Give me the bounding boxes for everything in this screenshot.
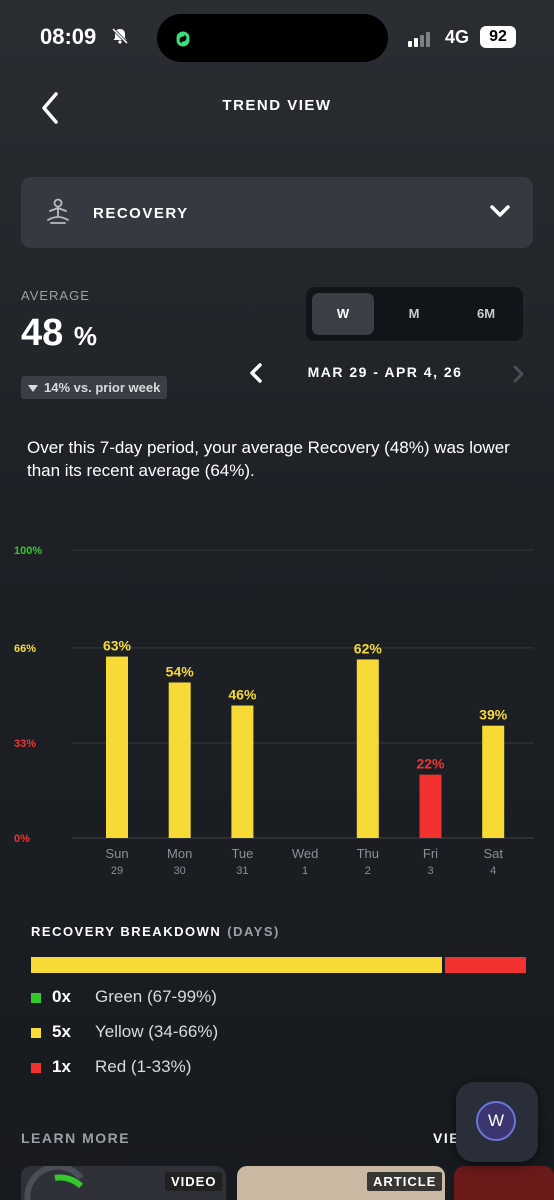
learn-more-title: LEARN MORE [21, 1130, 131, 1146]
x-tick-date: 29 [111, 865, 123, 877]
metric-dropdown-label: RECOVERY [93, 205, 189, 222]
x-tick-date: 31 [236, 865, 248, 877]
x-tick-day: Mon [167, 846, 192, 861]
x-tick-day: Wed [292, 846, 319, 861]
bar-value-label: 62% [354, 640, 383, 656]
bar-value-label: 46% [228, 687, 257, 703]
metric-dropdown[interactable] [21, 177, 533, 248]
breakdown-title: RECOVERY BREAKDOWN (DAYS) [31, 924, 280, 939]
x-tick-day: Sat [483, 846, 503, 861]
tab-month[interactable]: M [408, 306, 420, 321]
bar-value-label: 54% [166, 663, 195, 679]
progress-ring-icon [24, 1166, 84, 1200]
bar [106, 656, 128, 838]
y-tick-label: 33% [14, 738, 36, 750]
network-type: 4G [445, 27, 470, 47]
average-label: AVERAGE [21, 288, 90, 303]
breakdown-bar-red [445, 957, 526, 973]
bar-value-label: 39% [479, 707, 508, 723]
legend-label-green: Green (67-99%) [95, 987, 217, 1006]
card-tag-article: ARTICLE [367, 1172, 443, 1191]
x-tick-date: 1 [302, 865, 308, 877]
assistant-logo-icon[interactable]: W [476, 1101, 516, 1141]
chevron-down-icon[interactable] [489, 203, 511, 219]
x-tick-day: Fri [423, 846, 438, 861]
delta-text: 14% vs. prior week [44, 380, 161, 395]
legend-count-red: 1x [52, 1057, 71, 1076]
y-tick-label: 66% [14, 643, 36, 655]
x-tick-day: Tue [231, 846, 253, 861]
breakdown-title-text: RECOVERY BREAKDOWN [31, 924, 222, 939]
breakdown-bar-yellow [31, 957, 442, 973]
tab-six-months[interactable]: 6M [476, 306, 496, 321]
dynamic-island [157, 14, 388, 62]
signal-icon [408, 29, 432, 47]
legend-swatch-yellow [31, 1028, 41, 1038]
x-tick-date: 2 [365, 865, 371, 877]
delta-badge: 14% vs. prior week [21, 376, 168, 399]
back-arrow-icon[interactable] [38, 90, 66, 126]
app-logo-icon [176, 31, 190, 47]
bell-muted-icon [111, 27, 129, 45]
bar [231, 705, 254, 838]
battery-indicator: 92 [480, 26, 516, 48]
legend-label-yellow: Yellow (34-66%) [95, 1022, 219, 1041]
x-tick-day: Sun [105, 846, 128, 861]
y-tick-label: 0% [14, 833, 30, 845]
legend-swatch-red [31, 1063, 41, 1073]
bar-value-label: 22% [416, 756, 445, 772]
date-range: MAR 29 - APR 4, 26 [307, 364, 463, 380]
average-unit: % [73, 321, 97, 351]
legend-count-green: 0x [52, 987, 71, 1006]
learn-card-3[interactable] [454, 1166, 554, 1200]
recovery-bar-chart: 100% 66% 33% 0% 63% Sun 29 54% Mon 30 46% Tue 31 Wed 1… [14, 545, 534, 877]
bar-value-label: 63% [103, 638, 132, 654]
x-tick-day: Thu [357, 846, 379, 861]
status-time: 08:09 [40, 24, 97, 49]
recovery-meditation-icon [47, 198, 69, 224]
card-tag-video: VIDEO [165, 1172, 223, 1191]
x-tick-date: 30 [174, 865, 186, 877]
bar [356, 659, 379, 838]
summary-text: Over this 7-day period, your average Rec… [27, 438, 510, 480]
bar [168, 682, 191, 838]
bar [419, 774, 442, 838]
view-all-link[interactable]: VIE [433, 1130, 461, 1146]
legend-label-red: Red (1-33%) [95, 1057, 192, 1076]
bar [482, 725, 505, 838]
y-tick-label: 100% [14, 545, 42, 557]
chevron-left-icon[interactable] [248, 362, 264, 384]
triangle-down-icon [28, 385, 38, 393]
legend-swatch-green [31, 993, 41, 1003]
average-value: 48 % [21, 312, 97, 355]
chevron-right-icon[interactable] [511, 364, 525, 384]
x-tick-date: 4 [490, 865, 496, 877]
legend-count-yellow: 5x [52, 1022, 71, 1041]
tab-week[interactable]: W [312, 293, 374, 335]
breakdown-subtitle: (DAYS) [227, 924, 280, 939]
x-tick-date: 3 [427, 865, 433, 877]
average-number: 48 [21, 312, 64, 354]
page-title: TREND VIEW [222, 97, 332, 114]
